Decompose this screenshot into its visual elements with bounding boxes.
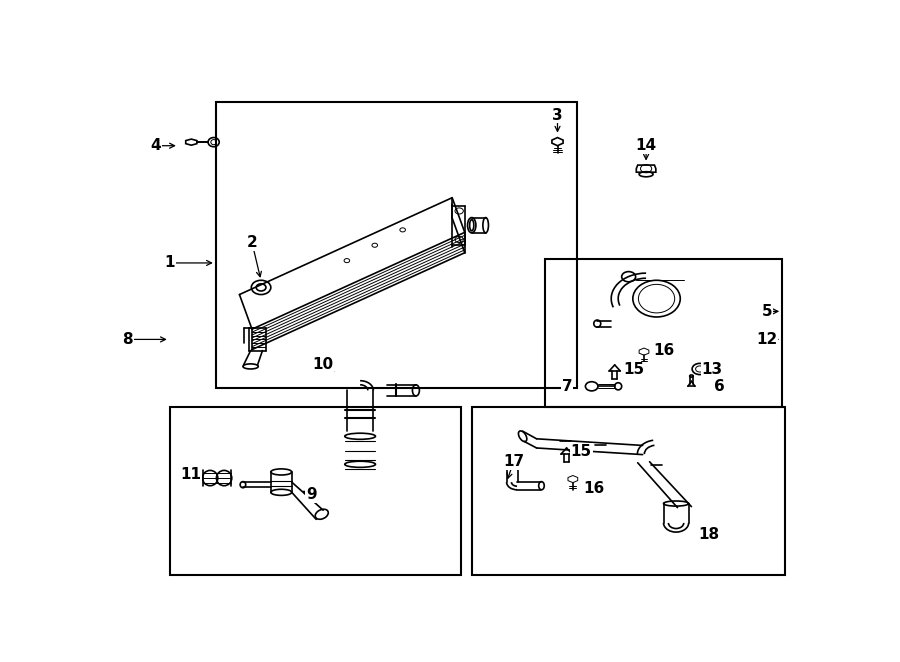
Bar [170, 406, 461, 575]
Text: 13: 13 [702, 363, 723, 377]
Text: 8: 8 [122, 332, 133, 347]
Text: 6: 6 [714, 379, 724, 394]
Text: 4: 4 [150, 138, 161, 153]
Text: 1: 1 [165, 256, 175, 271]
Bar [216, 103, 577, 388]
Text: 16: 16 [652, 343, 674, 358]
Text: 15: 15 [571, 444, 592, 459]
Text: 3: 3 [553, 108, 562, 122]
Text: 14: 14 [635, 138, 657, 153]
Text: 10: 10 [312, 357, 334, 373]
Text: 16: 16 [583, 481, 605, 496]
Bar [472, 406, 785, 575]
Text: 15: 15 [624, 363, 644, 377]
Bar [545, 259, 782, 406]
Text: 2: 2 [247, 235, 257, 250]
Text: 18: 18 [698, 527, 719, 542]
Text: 9: 9 [306, 487, 317, 502]
Text: 17: 17 [503, 454, 524, 469]
Text: 5: 5 [761, 304, 772, 319]
Text: 7: 7 [562, 379, 572, 394]
Text: 12: 12 [756, 332, 778, 347]
Text: 11: 11 [180, 467, 201, 482]
